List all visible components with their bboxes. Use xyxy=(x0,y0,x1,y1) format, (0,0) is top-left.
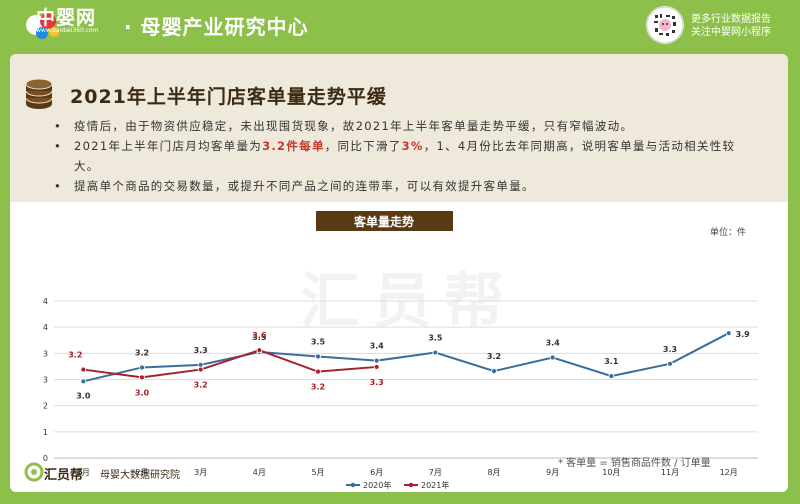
legend-label: 2020年 xyxy=(363,480,391,490)
watermark-text: 汇员帮 xyxy=(300,267,516,337)
bullet-2: 2021年上半年门店月均客单量为3.2件每单，同比下滑了3%，1、4月份比去年同… xyxy=(54,136,754,176)
x-tick-label: 4月 xyxy=(253,468,266,477)
legend-marker xyxy=(350,482,356,488)
data-label: 3.4 xyxy=(546,339,561,348)
y-tick-label: 0 xyxy=(43,454,48,463)
x-tick-label: 11月 xyxy=(661,468,679,477)
bullet-3: 提高单个商品的交易数量，或提升不同产品之间的连带率，可以有效提升客单量。 xyxy=(54,176,754,196)
data-label: 3.1 xyxy=(604,357,619,366)
x-tick-label: 12月 xyxy=(720,468,738,477)
logo-text: 中婴网 xyxy=(36,7,97,29)
data-label: 3.3 xyxy=(194,346,208,355)
data-point[interactable] xyxy=(139,374,145,381)
data-label: 3.4 xyxy=(370,342,385,351)
data-point[interactable] xyxy=(608,373,615,379)
data-point[interactable] xyxy=(197,366,204,373)
x-tick-label: 9月 xyxy=(546,468,559,477)
chart-title-bar xyxy=(316,211,453,231)
line-chart: 汇员帮 客单量走势 单位：件 0 1 2 3 3 4 4 1月 2月 3月 4月 5月 6月 7月 8月 9… xyxy=(43,211,758,490)
bullet-2-highlight-pct: 3% xyxy=(401,139,424,153)
data-point[interactable] xyxy=(725,330,732,337)
y-tick-label: 3 xyxy=(43,376,48,385)
bullet-2-highlight-avg: 3.2件每单 xyxy=(262,139,325,153)
data-label: 3.5 xyxy=(428,334,443,343)
chart-unit: 单位：件 xyxy=(710,226,746,238)
series-line-2 xyxy=(83,349,377,379)
data-label: 3.2 xyxy=(487,352,501,361)
summary-panel: 2021年上半年门店客单量走势平缓 疫情后，由于物资供应稳定，未出现囤货现象，故… xyxy=(10,54,788,202)
bullet-2-part-a: 2021年上半年门店月均客单量为 xyxy=(74,139,263,153)
data-point[interactable] xyxy=(667,360,673,367)
bullet-1: 疫情后，由于物资供应稳定，未出现囤货现象，故2021年上半年客单量走势平缓，只有… xyxy=(54,116,754,136)
data-label: 3.2 xyxy=(68,351,82,360)
section-title: 2021年上半年门店客单量走势平缓 xyxy=(70,86,387,108)
data-label: 3.2 xyxy=(311,383,325,392)
header: 中婴网 www.baobei360.com · 母婴产业研究中心 更多行业数据报… xyxy=(0,0,800,50)
data-label: 3.0 xyxy=(76,391,91,400)
data-point[interactable] xyxy=(315,368,321,375)
data-point[interactable] xyxy=(373,357,380,364)
coin-stack-icon xyxy=(25,78,53,109)
data-point[interactable] xyxy=(197,361,204,368)
legend-marker xyxy=(408,482,414,488)
qr-caption: 更多行业数据报告 关注中婴网小程序 xyxy=(691,13,771,39)
data-label: 3.3 xyxy=(370,378,384,387)
x-tick-label: 10月 xyxy=(602,468,620,477)
bullet-2-part-b: ，同比下滑了 xyxy=(324,139,402,153)
data-point[interactable] xyxy=(373,364,380,370)
logo-url: www.baobei360.com xyxy=(36,27,99,34)
data-label: 3.3 xyxy=(663,345,677,354)
bullet-list: 疫情后，由于物资供应稳定，未出现囤货现象，故2021年上半年客单量走势平缓，只有… xyxy=(54,116,754,196)
legend-label: 2021年 xyxy=(421,480,449,490)
logo-icon xyxy=(26,13,59,39)
data-point[interactable] xyxy=(80,366,87,373)
x-tick-label: 2月 xyxy=(135,468,148,477)
data-point[interactable] xyxy=(549,354,556,361)
data-label: 3.6 xyxy=(252,331,267,340)
chart-title: 客单量走势 xyxy=(353,214,414,229)
brand-name: 汇员帮 xyxy=(44,468,84,483)
qr-caption-line2: 关注中婴网小程序 xyxy=(691,27,771,38)
data-label: 3.2 xyxy=(194,381,208,390)
data-label: 3.9 xyxy=(736,330,751,339)
data-point[interactable] xyxy=(80,378,87,385)
brand-subtitle: 母婴大数据研究院 xyxy=(100,470,180,481)
data-point[interactable] xyxy=(315,353,321,360)
data-label: 3.5 xyxy=(311,337,326,346)
y-tick-label: 2 xyxy=(43,402,48,411)
y-tick-label: 1 xyxy=(43,428,48,437)
y-tick-label: 4 xyxy=(43,323,48,332)
qr-caption-line1: 更多行业数据报告 xyxy=(691,14,771,25)
x-tick-label: 3月 xyxy=(194,468,207,477)
data-point[interactable] xyxy=(491,368,497,375)
x-tick-label: 6月 xyxy=(370,468,383,477)
data-label: 3.2 xyxy=(135,348,149,357)
qr-code-icon[interactable] xyxy=(646,6,684,44)
huiyuanbang-logo-icon xyxy=(24,462,44,482)
x-tick-label: 7月 xyxy=(429,468,442,477)
data-label: 3.0 xyxy=(135,388,150,397)
bullet-2-part-c: ，1、4月份比去年同期高，说明客单量与活动相关性较大。 xyxy=(74,139,736,173)
x-tick-label: 8月 xyxy=(487,468,500,477)
data-point[interactable] xyxy=(139,364,145,371)
footnote: * 客单量 = 销售商品件数 / 订单量 xyxy=(558,458,711,469)
data-label: 3.5 xyxy=(252,333,267,342)
header-title: · 母婴产业研究中心 xyxy=(124,15,309,39)
y-tick-label: 4 xyxy=(43,297,48,306)
series-line-1 xyxy=(83,332,730,383)
data-point[interactable] xyxy=(256,347,263,354)
x-tick-label: 1月 xyxy=(77,468,90,477)
x-tick-label: 5月 xyxy=(311,468,324,477)
y-tick-label: 3 xyxy=(43,349,48,358)
data-point[interactable] xyxy=(432,349,439,356)
content-card: 2021年上半年门店客单量走势平缓 疫情后，由于物资供应稳定，未出现囤货现象，故… xyxy=(10,54,788,492)
